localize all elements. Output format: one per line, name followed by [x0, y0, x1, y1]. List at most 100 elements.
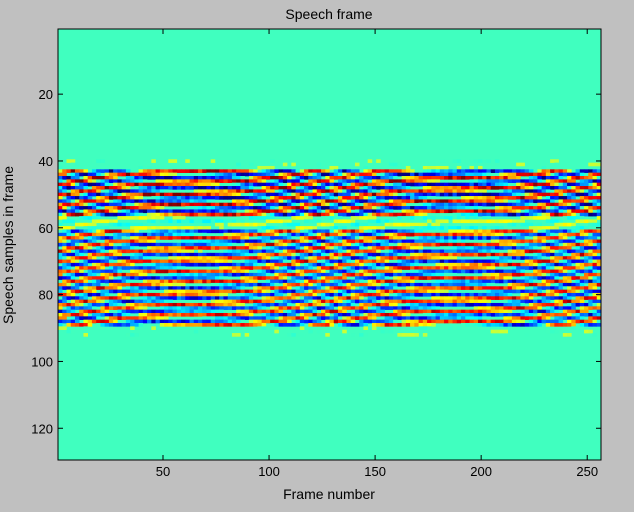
heatmap-cell — [304, 286, 309, 290]
heatmap-cell — [393, 279, 398, 284]
heatmap-cell — [524, 289, 530, 294]
heatmap-cell — [567, 292, 572, 297]
heatmap-cell — [528, 292, 534, 297]
heatmap-cell — [240, 296, 245, 300]
heatmap-cell — [130, 236, 135, 240]
heatmap-cell — [104, 186, 110, 190]
heatmap-cell — [329, 286, 335, 290]
heatmap-cell — [219, 259, 224, 264]
heatmap-cell — [70, 299, 76, 304]
heatmap-cell — [121, 256, 127, 260]
heatmap-cell — [384, 272, 390, 277]
heatmap-cell — [312, 262, 318, 267]
heatmap-cell — [197, 239, 203, 244]
heatmap-cell — [295, 196, 301, 200]
heatmap-cell — [125, 259, 131, 264]
heatmap-cell — [308, 219, 313, 224]
heatmap-cell — [456, 309, 462, 314]
heatmap-cell — [444, 256, 449, 260]
heatmap-cell — [393, 172, 398, 177]
heatmap-cell — [197, 249, 203, 254]
heatmap-cell — [486, 296, 491, 300]
heatmap-cell — [401, 216, 407, 220]
heatmap-cell — [520, 312, 525, 317]
heatmap-cell — [62, 202, 67, 207]
heatmap-cell — [125, 256, 131, 260]
heatmap-cell — [181, 249, 186, 254]
heatmap-cell — [231, 256, 237, 260]
heatmap-cell — [142, 312, 148, 317]
heatmap-cell — [588, 189, 593, 194]
heatmap-cell — [108, 186, 114, 190]
heatmap-cell — [579, 236, 585, 240]
heatmap-cell — [524, 192, 530, 197]
heatmap-cell — [227, 299, 233, 304]
heatmap-cell — [371, 196, 377, 200]
heatmap-cell — [503, 192, 508, 197]
heatmap-cell — [130, 299, 135, 304]
heatmap-cell — [274, 289, 279, 294]
heatmap-cell — [257, 222, 262, 227]
heatmap-cell — [206, 189, 212, 194]
heatmap-cell — [83, 309, 88, 314]
heatmap-cell — [236, 196, 241, 200]
heatmap-cell — [482, 196, 487, 200]
heatmap-cell — [469, 192, 475, 197]
heatmap-cell — [151, 219, 156, 224]
heatmap-cell — [58, 186, 63, 190]
heatmap-cell — [321, 206, 326, 210]
heatmap-cell — [516, 239, 521, 244]
heatmap-cell — [465, 266, 470, 270]
heatmap-cell — [87, 316, 93, 320]
heatmap-cell — [295, 212, 301, 217]
heatmap-cell — [155, 236, 161, 240]
heatmap-cell — [588, 242, 593, 247]
heatmap-cell — [91, 282, 97, 287]
heatmap-cell — [278, 279, 284, 284]
heatmap-cell — [287, 276, 292, 280]
heatmap-cell — [461, 199, 466, 204]
heatmap-cell — [104, 212, 110, 217]
heatmap-cell — [316, 272, 322, 277]
heatmap-cell — [151, 286, 156, 290]
heatmap-cell — [469, 249, 475, 254]
heatmap-cell — [422, 256, 428, 260]
heatmap-cell — [401, 246, 407, 250]
heatmap-cell — [287, 306, 292, 310]
heatmap-cell — [363, 306, 368, 310]
heatmap-cell — [248, 179, 254, 183]
heatmap-cell — [189, 312, 195, 317]
heatmap-cell — [70, 239, 76, 244]
heatmap-cell — [74, 239, 80, 244]
heatmap-cell — [397, 216, 402, 220]
heatmap-cell — [325, 216, 330, 220]
heatmap-cell — [142, 242, 148, 247]
heatmap-cell — [104, 182, 110, 187]
heatmap-cell — [244, 186, 250, 190]
heatmap-cell — [278, 272, 284, 277]
heatmap-cell — [282, 256, 288, 260]
heatmap-cell — [91, 266, 97, 270]
heatmap-cell — [354, 262, 360, 267]
heatmap-cell — [142, 226, 148, 230]
heatmap-cell — [503, 259, 508, 264]
heatmap-cell — [448, 209, 453, 214]
heatmap-cell — [579, 259, 585, 264]
heatmap-cell — [58, 176, 63, 180]
heatmap-cell — [367, 259, 373, 264]
heatmap-cell — [486, 306, 491, 310]
heatmap-cell — [516, 312, 521, 317]
heatmap-cell — [410, 292, 415, 297]
heatmap-cell — [507, 179, 513, 183]
heatmap-cell — [62, 296, 67, 300]
heatmap-cell — [588, 236, 593, 240]
heatmap-cell — [108, 252, 114, 257]
heatmap-cell — [482, 186, 487, 190]
heatmap-cell — [142, 209, 148, 214]
heatmap-cell — [376, 309, 381, 314]
heatmap-cell — [401, 306, 407, 310]
heatmap-cell — [554, 256, 559, 260]
heatmap-cell — [333, 282, 339, 287]
heatmap-cell — [87, 259, 93, 264]
heatmap-cell — [270, 212, 275, 217]
